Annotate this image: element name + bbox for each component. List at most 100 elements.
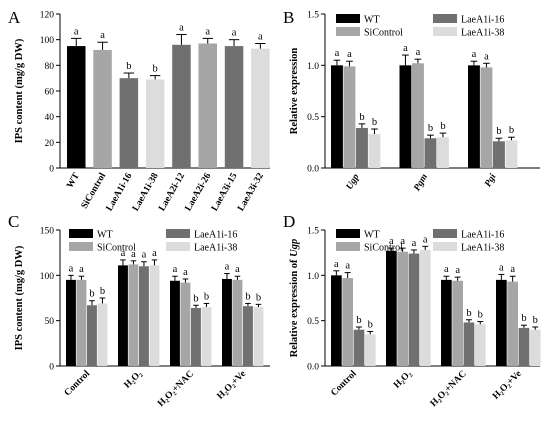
bar	[139, 266, 149, 366]
bar	[356, 127, 368, 168]
legend-swatch	[336, 27, 360, 36]
significance-label: a	[412, 238, 417, 249]
x-tick-label: Pgi	[483, 172, 498, 189]
significance-label: a	[334, 259, 339, 270]
bar	[191, 307, 201, 366]
y-tick-label: 60	[45, 88, 55, 98]
y-tick-label: 1.5	[307, 11, 319, 21]
significance-label: b	[245, 291, 250, 302]
bar	[493, 141, 505, 168]
significance-label: b	[533, 315, 538, 326]
significance-label: a	[472, 49, 477, 60]
x-tick-label: H₂O₂+NAC	[429, 369, 469, 409]
significance-label: a	[444, 264, 449, 275]
bar	[253, 307, 264, 366]
y-tick-label: 0.5	[307, 113, 319, 123]
bar-laea3i-15	[224, 46, 244, 169]
y-axis-label-gene: Ugp	[289, 239, 300, 257]
x-tick-label: Control	[329, 369, 359, 399]
legend-swatch	[166, 242, 190, 251]
significance-label: b	[372, 117, 377, 128]
y-tick-label: 1.5	[307, 227, 319, 237]
y-axis-label: Relative expression	[289, 48, 300, 135]
y-tick-label: 120	[40, 11, 55, 21]
bar	[149, 265, 160, 366]
y-tick-label: 40	[45, 113, 55, 123]
bar	[232, 279, 243, 366]
x-tick-label: H₂O₂	[123, 369, 145, 391]
bar	[518, 327, 530, 366]
legend-swatch	[336, 229, 360, 238]
significance-label: a	[79, 264, 84, 275]
bar	[128, 264, 139, 366]
significance-label: a	[173, 264, 178, 275]
significance-label: b	[440, 121, 445, 132]
significance-label: b	[126, 61, 131, 72]
legend-item: SiControl	[97, 243, 136, 254]
bar	[76, 279, 87, 366]
significance-label: a	[499, 262, 504, 273]
bar	[424, 138, 437, 168]
legend-item: LaeA1i-16	[461, 230, 504, 241]
significance-label: a	[131, 249, 136, 260]
bar	[452, 280, 463, 366]
significance-label: b	[496, 126, 501, 137]
y-tick-label: 1.0	[307, 62, 319, 72]
bar-laea1i-38	[145, 79, 165, 168]
legend-item: LaeA1i-16	[461, 15, 504, 26]
x-tick-label: WT	[65, 171, 82, 190]
panel-label: C	[8, 212, 19, 231]
x-tick-label: Pgm	[412, 173, 430, 194]
y-axis-label: IPS content (mg/g DW)	[14, 245, 25, 350]
bar	[474, 324, 486, 366]
bar	[441, 279, 452, 366]
y-tick-label: 0.0	[307, 165, 319, 175]
significance-label: b	[478, 310, 483, 321]
bar	[331, 65, 343, 168]
bar	[480, 67, 493, 168]
legend-item: LaeA1i-38	[461, 28, 504, 39]
significance-label: a	[232, 28, 237, 39]
legend-swatch	[433, 242, 457, 251]
significance-label: a	[403, 43, 408, 54]
significance-label: b	[368, 320, 373, 331]
bar-wt	[67, 46, 86, 169]
legend-swatch	[336, 14, 360, 23]
significance-label: a	[121, 248, 126, 259]
legend-swatch	[69, 229, 93, 238]
legend-item: LaeA1i-38	[461, 243, 504, 254]
legend-swatch	[433, 27, 457, 36]
significance-label: a	[347, 49, 352, 60]
bar	[397, 251, 408, 366]
x-tick-label: Control	[63, 369, 93, 399]
legend-item: WT	[364, 230, 380, 241]
bar	[342, 278, 353, 366]
bar-laea1i-16	[119, 78, 139, 168]
y-axis-label: IPS content (mg/g DW)	[14, 38, 25, 143]
bar-sicontrol	[93, 49, 112, 168]
bar	[353, 329, 365, 366]
legend-swatch	[433, 14, 457, 23]
x-tick-label: Ugp	[345, 172, 362, 191]
significance-label: b	[521, 313, 526, 324]
bar	[368, 134, 381, 168]
significance-label: a	[389, 236, 394, 247]
bar	[408, 253, 420, 366]
significance-label: a	[69, 263, 74, 274]
significance-label: a	[484, 51, 489, 62]
bar	[419, 249, 431, 366]
bar	[468, 65, 480, 168]
significance-label: b	[428, 123, 433, 134]
panel-label: A	[8, 8, 21, 27]
y-tick-label: 50	[45, 317, 55, 327]
y-tick-label: 150	[40, 227, 55, 237]
significance-label: b	[359, 112, 364, 123]
y-tick-label: 0	[49, 165, 54, 175]
significance-label: a	[205, 26, 210, 37]
significance-label: a	[455, 265, 460, 276]
y-tick-label: 0.5	[307, 317, 319, 327]
x-tick-label: LaeA3i-15	[210, 171, 240, 213]
legend-item: LaeA1i-16	[194, 230, 237, 241]
